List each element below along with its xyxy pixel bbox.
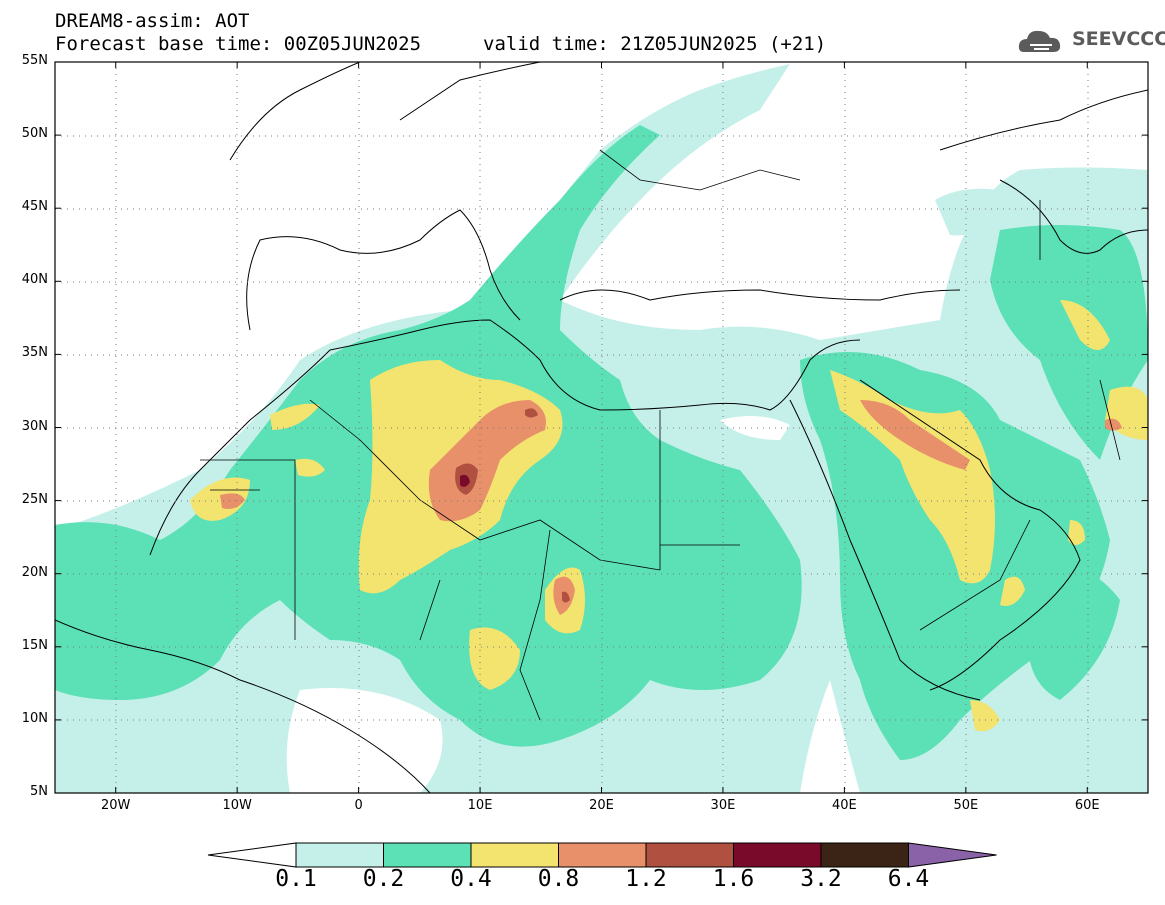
lon-tick-label: 30E — [710, 798, 736, 813]
lat-tick-label: 15N — [21, 637, 48, 653]
colorbar-label: 0.8 — [537, 866, 580, 892]
cloud-icon — [1018, 30, 1061, 52]
map-title: DREAM8-assim: AOT — [55, 10, 250, 32]
lon-tick-label: 40E — [831, 798, 857, 813]
aot-1.6-region — [460, 474, 470, 487]
colorbar-min-extension — [207, 842, 297, 868]
lon-tick-label: 60E — [1074, 798, 1100, 813]
grid — [55, 62, 1148, 793]
colorbar-label: 0.1 — [275, 866, 317, 892]
colorbar-swatch — [470, 842, 559, 868]
colorbar-label: 6.4 — [887, 866, 930, 892]
lon-tick-label: 20W — [101, 798, 131, 813]
colorbar-swatch — [820, 842, 909, 868]
colorbar-swatch — [295, 842, 384, 868]
colorbar-swatch — [733, 842, 822, 868]
colorbar — [207, 842, 997, 868]
colorbar-swatch — [383, 842, 472, 868]
colorbar-label: 1.2 — [625, 866, 667, 892]
lon-tick-label: 20E — [589, 798, 614, 813]
lon-tick-label: 50E — [953, 798, 979, 813]
lat-tick-label: 55N — [21, 53, 48, 68]
colorbar-swatch — [645, 842, 734, 868]
colorbar-label: 0.2 — [362, 866, 405, 892]
lat-tick-label: 50N — [21, 126, 48, 142]
colorbar-label: 1.6 — [712, 866, 755, 892]
lon-tick-label: 0 — [354, 798, 363, 813]
colorbar-swatch — [558, 842, 647, 868]
lat-tick-label: 35N — [21, 345, 48, 361]
colorbar-label: 3.2 — [800, 866, 842, 892]
lon-tick-label: 10W — [222, 798, 252, 813]
seevccc-logo: SEEVCCC — [1072, 28, 1165, 50]
colorbar-label: 0.4 — [450, 866, 492, 892]
lat-tick-label: 10N — [21, 710, 48, 726]
borders — [200, 149, 1121, 721]
valid-time-label: valid time: 21Z05JUN2025 (+21) — [483, 33, 827, 55]
coastlines — [55, 62, 1148, 793]
aot-0.8-region — [220, 400, 1122, 615]
lat-tick-label: 30N — [21, 418, 48, 434]
colorbar-max-extension — [908, 842, 997, 868]
base-time-label: Forecast base time: 00Z05JUN2025 — [55, 33, 422, 55]
lat-tick-label: 45N — [21, 199, 48, 215]
lat-tick-label: 40N — [21, 272, 48, 288]
lat-tick-label: 20N — [21, 564, 48, 580]
lat-tick-label: 25N — [21, 491, 48, 507]
lon-tick-label: 10E — [467, 798, 493, 813]
lat-tick-label: 5N — [30, 784, 48, 799]
